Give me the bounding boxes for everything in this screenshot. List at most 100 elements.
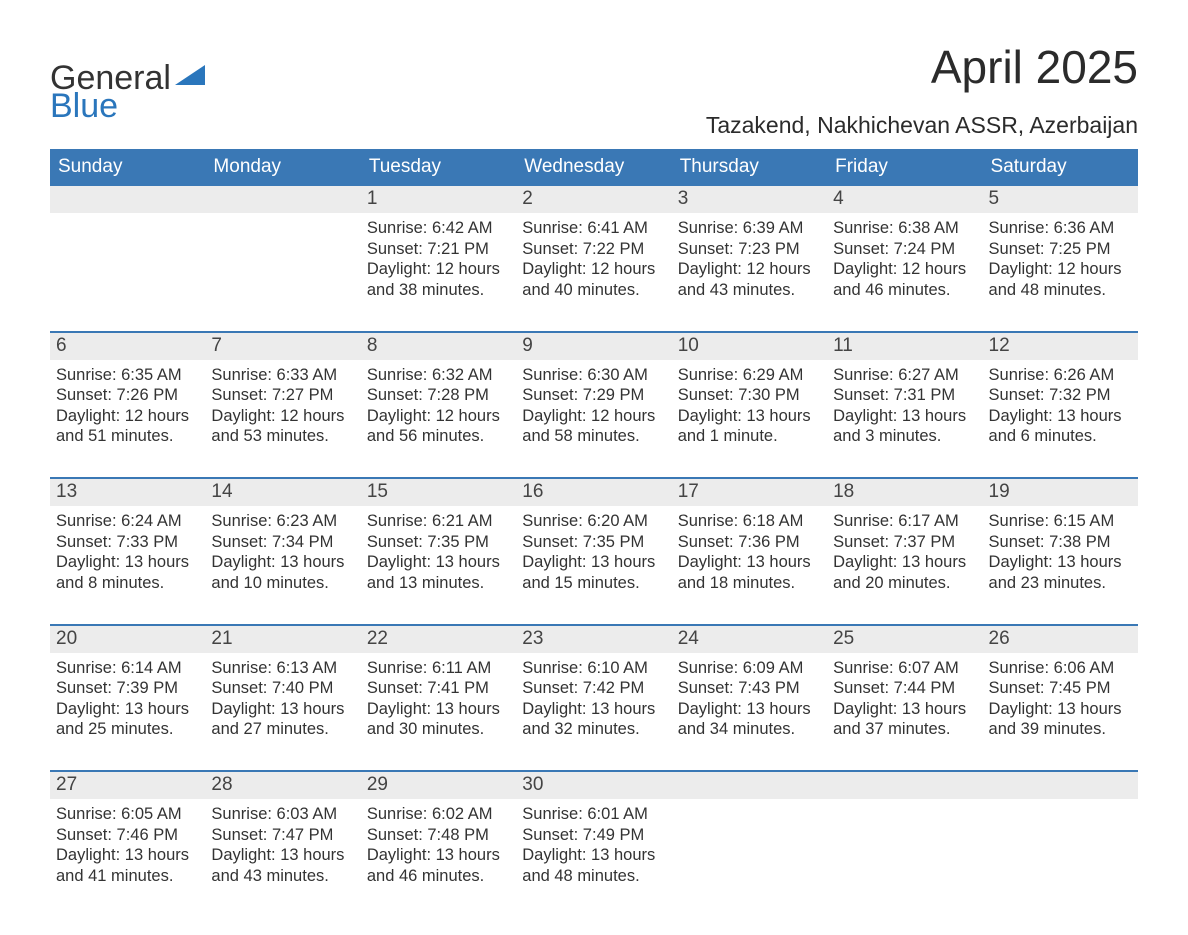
calendar-day: 9 Sunrise: 6:30 AMSunset: 7:29 PMDaylight… (516, 333, 671, 466)
sunset-line: Sunset: 7:33 PM (56, 532, 199, 553)
sunset-line: Sunset: 7:22 PM (522, 239, 665, 260)
calendar-day: 22Sunrise: 6:11 AMSunset: 7:41 PMDayligh… (361, 626, 516, 759)
calendar-day: 5Sunrise: 6:36 AMSunset: 7:25 PMDaylight… (983, 186, 1138, 319)
day-number: 10 (672, 333, 827, 360)
sunset-line: Sunset: 7:34 PM (211, 532, 354, 553)
day-details: Sunrise: 6:09 AMSunset: 7:43 PMDaylight:… (678, 658, 821, 741)
calendar-day: 7 Sunrise: 6:33 AMSunset: 7:27 PMDaylight… (205, 333, 360, 466)
day-number: 3 (672, 186, 827, 213)
day-number (50, 186, 205, 213)
daylight-line: Daylight: 12 hours (678, 259, 821, 280)
day-details: Sunrise: 6:15 AMSunset: 7:38 PMDaylight:… (989, 511, 1132, 594)
day-details: Sunrise: 6:02 AMSunset: 7:48 PMDaylight:… (367, 804, 510, 887)
brand-triangle-icon (175, 58, 205, 90)
calendar-day: 24Sunrise: 6:09 AMSunset: 7:43 PMDayligh… (672, 626, 827, 759)
daylight-line: and 15 minutes. (522, 573, 665, 594)
daylight-line: and 40 minutes. (522, 280, 665, 301)
calendar-day: 29 Sunrise: 6:02 AMSunset: 7:48 PMDayligh… (361, 772, 516, 905)
calendar-day: 21Sunrise: 6:13 AMSunset: 7:40 PMDayligh… (205, 626, 360, 759)
day-details: Sunrise: 6:27 AMSunset: 7:31 PMDaylight:… (833, 365, 976, 448)
calendar-day: 30Sunrise: 6:01 AMSunset: 7:49 PMDayligh… (516, 772, 671, 905)
daylight-line: Daylight: 13 hours (367, 552, 510, 573)
day-number: 2 (516, 186, 671, 213)
sunrise-line: Sunrise: 6:05 AM (56, 804, 199, 825)
daylight-line: Daylight: 13 hours (56, 845, 199, 866)
daylight-line: and 48 minutes. (522, 866, 665, 887)
sunrise-line: Sunrise: 6:10 AM (522, 658, 665, 679)
sunset-line: Sunset: 7:35 PM (367, 532, 510, 553)
daylight-line: Daylight: 13 hours (678, 552, 821, 573)
sunrise-line: Sunrise: 6:30 AM (522, 365, 665, 386)
dow-monday: Monday (205, 149, 360, 186)
daylight-line: Daylight: 12 hours (833, 259, 976, 280)
day-details: Sunrise: 6:10 AMSunset: 7:42 PMDaylight:… (522, 658, 665, 741)
day-number: 29 (361, 772, 516, 799)
day-details: Sunrise: 6:33 AMSunset: 7:27 PMDaylight:… (211, 365, 354, 448)
day-number: 20 (50, 626, 205, 653)
day-details: Sunrise: 6:29 AMSunset: 7:30 PMDaylight:… (678, 365, 821, 448)
daylight-line: and 18 minutes. (678, 573, 821, 594)
sunrise-line: Sunrise: 6:11 AM (367, 658, 510, 679)
sunrise-line: Sunrise: 6:01 AM (522, 804, 665, 825)
day-details: Sunrise: 6:20 AMSunset: 7:35 PMDaylight:… (522, 511, 665, 594)
day-details: Sunrise: 6:30 AMSunset: 7:29 PMDaylight:… (522, 365, 665, 448)
day-details: Sunrise: 6:24 AMSunset: 7:33 PMDaylight:… (56, 511, 199, 594)
sunrise-line: Sunrise: 6:14 AM (56, 658, 199, 679)
sunset-line: Sunset: 7:23 PM (678, 239, 821, 260)
sunrise-line: Sunrise: 6:02 AM (367, 804, 510, 825)
sunset-line: Sunset: 7:31 PM (833, 385, 976, 406)
daylight-line: Daylight: 13 hours (211, 552, 354, 573)
day-details: Sunrise: 6:05 AMSunset: 7:46 PMDaylight:… (56, 804, 199, 887)
daylight-line: and 53 minutes. (211, 426, 354, 447)
sunset-line: Sunset: 7:38 PM (989, 532, 1132, 553)
day-number: 30 (516, 772, 671, 799)
sunset-line: Sunset: 7:42 PM (522, 678, 665, 699)
day-number (983, 772, 1138, 799)
sunset-line: Sunset: 7:30 PM (678, 385, 821, 406)
sunset-line: Sunset: 7:49 PM (522, 825, 665, 846)
calendar-day: 15Sunrise: 6:21 AMSunset: 7:35 PMDayligh… (361, 479, 516, 612)
calendar-week: 27Sunrise: 6:05 AMSunset: 7:46 PMDayligh… (50, 770, 1138, 905)
calendar-day: 3Sunrise: 6:39 AMSunset: 7:23 PMDaylight… (672, 186, 827, 319)
daylight-line: and 46 minutes. (367, 866, 510, 887)
sunrise-line: Sunrise: 6:29 AM (678, 365, 821, 386)
daylight-line: Daylight: 12 hours (989, 259, 1132, 280)
day-details: Sunrise: 6:42 AMSunset: 7:21 PMDaylight:… (367, 218, 510, 301)
day-number: 26 (983, 626, 1138, 653)
day-number: 22 (361, 626, 516, 653)
sunset-line: Sunset: 7:25 PM (989, 239, 1132, 260)
daylight-line: and 34 minutes. (678, 719, 821, 740)
day-number (672, 772, 827, 799)
day-details: Sunrise: 6:41 AMSunset: 7:22 PMDaylight:… (522, 218, 665, 301)
sunset-line: Sunset: 7:32 PM (989, 385, 1132, 406)
daylight-line: Daylight: 13 hours (833, 552, 976, 573)
sunset-line: Sunset: 7:21 PM (367, 239, 510, 260)
sunset-line: Sunset: 7:28 PM (367, 385, 510, 406)
sunrise-line: Sunrise: 6:07 AM (833, 658, 976, 679)
daylight-line: Daylight: 12 hours (522, 406, 665, 427)
daylight-line: Daylight: 13 hours (211, 699, 354, 720)
calendar-day: 4Sunrise: 6:38 AMSunset: 7:24 PMDaylight… (827, 186, 982, 319)
calendar-day (672, 772, 827, 905)
calendar-day: 1Sunrise: 6:42 AMSunset: 7:21 PMDaylight… (361, 186, 516, 319)
daylight-line: Daylight: 12 hours (56, 406, 199, 427)
sunrise-line: Sunrise: 6:13 AM (211, 658, 354, 679)
calendar-day: 26Sunrise: 6:06 AMSunset: 7:45 PMDayligh… (983, 626, 1138, 759)
sunrise-line: Sunrise: 6:15 AM (989, 511, 1132, 532)
dow-sunday: Sunday (50, 149, 205, 186)
location-subtitle: Tazakend, Nakhichevan ASSR, Azerbaijan (706, 112, 1138, 139)
month-title: April 2025 (706, 40, 1138, 94)
day-number: 6 (50, 333, 205, 360)
weeks-container: 1Sunrise: 6:42 AMSunset: 7:21 PMDaylight… (50, 186, 1138, 905)
day-number: 13 (50, 479, 205, 506)
sunset-line: Sunset: 7:41 PM (367, 678, 510, 699)
sunrise-line: Sunrise: 6:03 AM (211, 804, 354, 825)
sunset-line: Sunset: 7:43 PM (678, 678, 821, 699)
daylight-line: Daylight: 13 hours (522, 699, 665, 720)
sunrise-line: Sunrise: 6:06 AM (989, 658, 1132, 679)
daylight-line: Daylight: 13 hours (989, 552, 1132, 573)
calendar-day: 27Sunrise: 6:05 AMSunset: 7:46 PMDayligh… (50, 772, 205, 905)
day-number: 7 (205, 333, 360, 360)
day-details: Sunrise: 6:07 AMSunset: 7:44 PMDaylight:… (833, 658, 976, 741)
day-number: 9 (516, 333, 671, 360)
